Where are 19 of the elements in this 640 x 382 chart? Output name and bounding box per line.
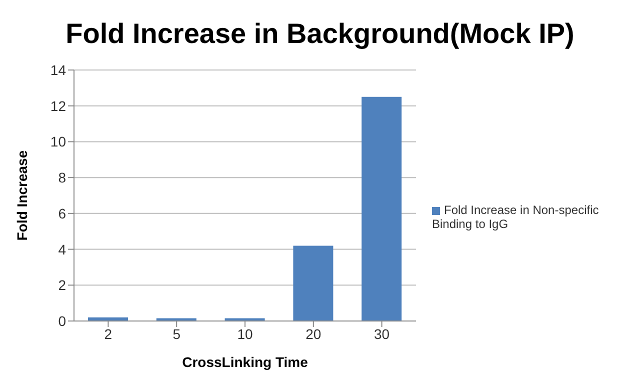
y-axis-title: Fold Increase (14, 150, 30, 241)
y-tick-label: 10 (50, 134, 66, 150)
x-tick-label: 2 (104, 326, 112, 342)
y-tick-label: 0 (58, 312, 66, 329)
x-tick-label: 30 (374, 326, 390, 342)
y-tick-label: 4 (58, 241, 66, 258)
legend-label: Fold Increase in Non-specific Binding to IgG (432, 203, 599, 231)
x-tick-label: 5 (172, 326, 181, 342)
bar (293, 246, 334, 321)
x-tick-label: 20 (306, 326, 322, 342)
x-tick-label: 10 (237, 326, 253, 342)
y-tick-label: 6 (58, 205, 66, 222)
y-tick-label: 12 (50, 98, 66, 114)
x-axis-title: CrossLinking Time (182, 354, 308, 370)
y-tick-label: 14 (50, 62, 66, 78)
y-tick-label: 8 (58, 170, 66, 186)
chart-title: Fold Increase in Background(Mock IP) (64, 17, 576, 51)
y-tick-label: 2 (58, 277, 66, 294)
bar (362, 96, 402, 321)
